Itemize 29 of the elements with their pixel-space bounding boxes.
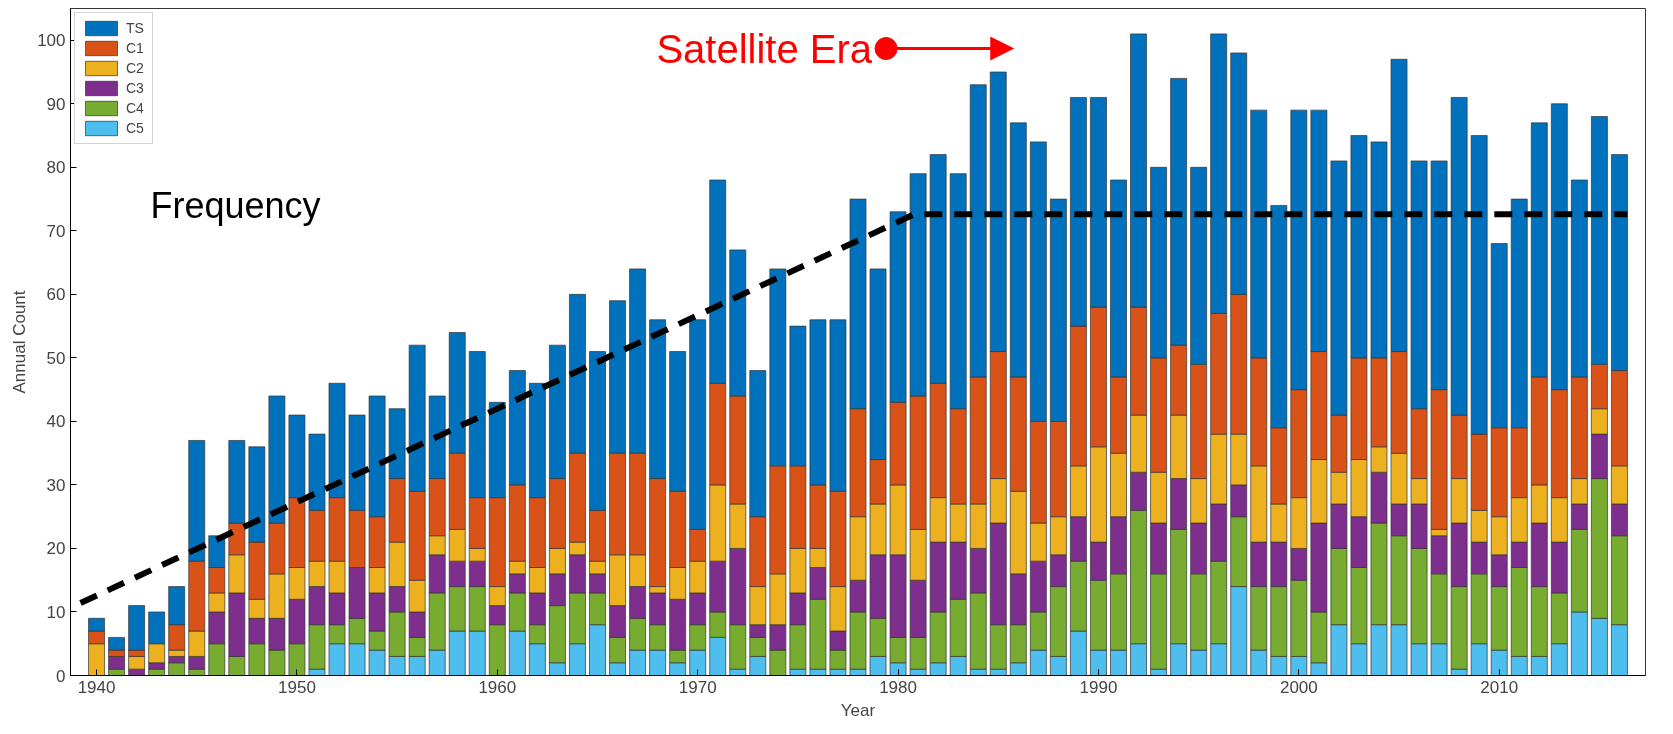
y-tick-label: 60	[46, 285, 66, 305]
y-axis-title: Annual Count	[10, 290, 30, 394]
x-tick-label: 1950	[278, 677, 316, 697]
x-tick-label: 1990	[1079, 677, 1118, 697]
y-tick-label: 70	[46, 221, 66, 241]
annotation: Satellite Era	[656, 26, 873, 71]
y-tick-label: 80	[46, 158, 66, 178]
legend-label: TS	[126, 20, 145, 36]
y-tick-label: 40	[46, 412, 66, 432]
y-tick-label: 20	[46, 539, 66, 559]
legend-label: C4	[126, 100, 145, 116]
x-tick-label: 2010	[1480, 677, 1519, 697]
x-tick-label: 1960	[478, 677, 517, 697]
y-tick-label: 100	[37, 31, 66, 51]
y-tick-label: 50	[46, 348, 66, 368]
legend-label: C1	[126, 40, 145, 56]
y-tick-label: 90	[46, 94, 66, 114]
legend-label: C5	[126, 120, 145, 136]
y-tick-label: 30	[46, 475, 66, 495]
x-tick-label: 1980	[879, 677, 917, 697]
x-axis-title: Year	[840, 700, 876, 720]
annotation: Frequency	[150, 184, 321, 226]
y-tick-label: 10	[46, 602, 66, 622]
x-tick-label: 2000	[1279, 677, 1318, 697]
legend-label: C3	[126, 80, 145, 96]
y-tick-label: 0	[56, 666, 66, 686]
x-tick-label: 1940	[77, 677, 116, 697]
x-tick-label: 1970	[678, 677, 717, 697]
legend-label: C2	[126, 60, 145, 76]
